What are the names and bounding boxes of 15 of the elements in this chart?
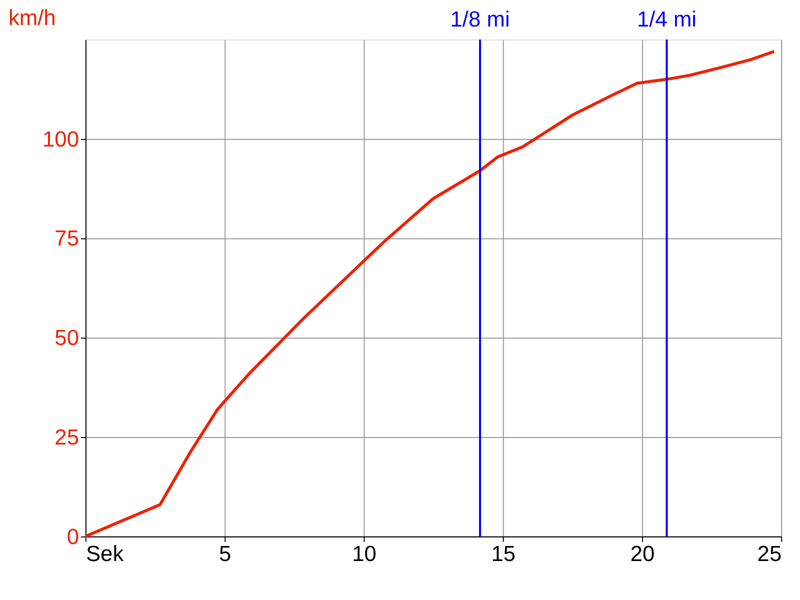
line-series (84, 50, 776, 538)
y-tick-label: 100 (42, 126, 80, 152)
ref-line-label: 1/8 mi (450, 6, 510, 32)
y-tick-label: 75 (54, 226, 80, 251)
x-tick-label: Sek (86, 540, 124, 566)
y-tick-label: 50 (54, 325, 80, 350)
x-tick-label: 25 (757, 540, 782, 566)
x-tick-label: 20 (630, 540, 655, 566)
y-axis-title: km/h (8, 5, 56, 30)
y-tick-label: 25 (54, 424, 80, 450)
x-tick-label: 5 (219, 540, 232, 566)
x-tick-label: 10 (352, 540, 376, 566)
y-tick-label: 0 (66, 524, 80, 549)
x-tick-label: 15 (491, 540, 516, 566)
ref-line-label: 1/4 mi (636, 6, 697, 32)
